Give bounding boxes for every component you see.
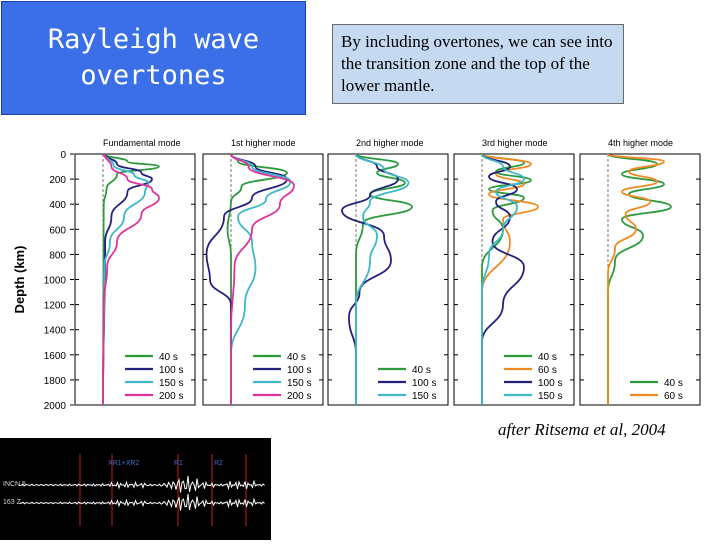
y-tick-label: 800 bbox=[49, 250, 66, 261]
phase-label-r1: R1 bbox=[174, 460, 183, 467]
series-line bbox=[205, 153, 288, 405]
series-line bbox=[102, 153, 160, 406]
series-line bbox=[607, 153, 665, 405]
panel-title: 4th higher mode bbox=[608, 138, 673, 148]
legend-label: 150 s bbox=[287, 378, 311, 389]
seismogram-trace bbox=[19, 475, 265, 493]
y-tick-label: 2000 bbox=[44, 401, 67, 412]
series-line bbox=[481, 153, 532, 405]
legend-label: 40 s bbox=[664, 378, 683, 389]
y-tick-label: 1000 bbox=[44, 276, 67, 287]
legend-label: 200 s bbox=[287, 391, 311, 402]
y-tick-label: 0 bbox=[60, 150, 66, 161]
slide-title: Rayleigh wave overtones bbox=[47, 24, 260, 91]
legend-label: 200 s bbox=[159, 391, 183, 402]
y-tick-label: 600 bbox=[49, 225, 66, 236]
panel-title: Fundamental mode bbox=[103, 138, 181, 148]
legend-label: 100 s bbox=[287, 365, 311, 376]
series-line bbox=[102, 153, 160, 406]
seismogram-panel: INCN 5 163 Z XR1+XR2 R1 R2 bbox=[0, 438, 271, 540]
series-line bbox=[355, 153, 410, 405]
legend-label: 40 s bbox=[159, 352, 178, 363]
series-line bbox=[481, 153, 525, 405]
note-box: By including overtones, we can see into … bbox=[332, 24, 624, 104]
y-tick-label: 1800 bbox=[44, 376, 67, 387]
legend-label: 60 s bbox=[538, 365, 557, 376]
series-line bbox=[481, 153, 525, 405]
legend-label: 100 s bbox=[159, 365, 183, 376]
series-line bbox=[230, 153, 295, 405]
legend-label: 100 s bbox=[412, 378, 436, 389]
series-line bbox=[230, 153, 292, 405]
station-label-2: 163 Z bbox=[3, 499, 21, 506]
y-tick-label: 200 bbox=[49, 175, 66, 186]
panel-title: 2nd higher mode bbox=[356, 138, 424, 148]
y-tick-label: 1600 bbox=[44, 351, 67, 362]
overtone-sensitivity-figure: Depth (km) 0 200 400 600 800 1000 1200 1400 1600 1… bbox=[12, 138, 701, 412]
y-tick-label: 1200 bbox=[44, 301, 67, 312]
legend-label: 150 s bbox=[159, 378, 183, 389]
legend-label: 100 s bbox=[538, 378, 562, 389]
series-line bbox=[607, 153, 672, 405]
legend-label: 60 s bbox=[664, 391, 683, 402]
station-label-1: INCN 5 bbox=[3, 481, 26, 488]
legend-label: 150 s bbox=[538, 391, 562, 402]
panel-title: 3rd higher mode bbox=[482, 138, 548, 148]
legend-label: 40 s bbox=[412, 365, 431, 376]
y-axis-label: Depth (km) bbox=[12, 246, 27, 314]
legend-label: 40 s bbox=[538, 352, 557, 363]
seismogram-trace bbox=[19, 493, 265, 511]
panel-title: 1st higher mode bbox=[231, 138, 296, 148]
series-line bbox=[481, 153, 539, 405]
phase-label-r2: R2 bbox=[214, 460, 223, 467]
series-line bbox=[355, 153, 413, 405]
slide-title-box: Rayleigh wave overtones bbox=[1, 1, 306, 115]
y-tick-label: 400 bbox=[49, 200, 66, 211]
series-line bbox=[102, 153, 150, 406]
phase-label-xr: XR1+XR2 bbox=[108, 460, 140, 467]
figure-caption: after Ritsema et al, 2004 bbox=[498, 420, 666, 439]
panel-frame bbox=[579, 153, 701, 406]
seismogram-traces bbox=[19, 454, 265, 526]
legend-label: 40 s bbox=[287, 352, 306, 363]
note-text: By including overtones, we can see into … bbox=[341, 32, 613, 95]
legend-label: 150 s bbox=[412, 391, 436, 402]
y-tick-label: 1400 bbox=[44, 326, 67, 337]
series-line bbox=[226, 153, 288, 405]
